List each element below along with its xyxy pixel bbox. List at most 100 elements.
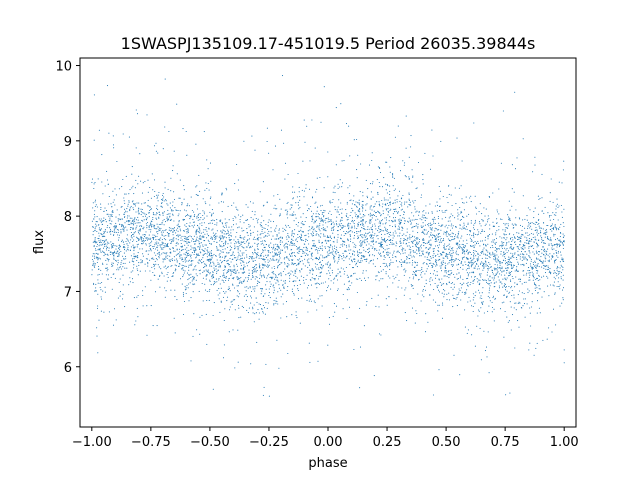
data-point xyxy=(452,233,454,235)
data-point xyxy=(226,260,228,262)
data-point xyxy=(299,195,301,198)
data-point xyxy=(562,247,564,250)
data-point xyxy=(260,293,262,295)
data-point xyxy=(561,211,563,213)
data-point xyxy=(295,239,297,241)
data-point xyxy=(254,259,256,262)
data-point xyxy=(106,263,108,265)
data-point xyxy=(341,258,343,260)
data-point xyxy=(272,276,274,278)
data-point xyxy=(218,249,220,251)
data-point xyxy=(558,205,560,207)
data-point xyxy=(290,273,292,275)
data-point xyxy=(301,230,303,232)
data-point xyxy=(276,234,278,236)
data-point xyxy=(164,243,166,245)
data-point xyxy=(470,222,472,224)
data-point xyxy=(482,303,484,305)
data-point xyxy=(377,191,379,193)
data-point xyxy=(392,173,394,175)
data-point xyxy=(327,285,330,287)
data-point xyxy=(108,247,110,249)
data-point xyxy=(230,255,232,257)
data-point xyxy=(539,227,541,229)
data-point xyxy=(172,165,174,167)
data-point xyxy=(199,237,201,239)
data-point xyxy=(161,233,163,235)
data-point xyxy=(171,258,173,260)
data-point xyxy=(543,242,545,245)
data-point xyxy=(283,142,285,144)
data-point xyxy=(163,258,165,260)
data-point xyxy=(506,251,508,254)
data-point xyxy=(450,213,452,215)
data-point xyxy=(188,300,190,302)
data-point xyxy=(393,211,396,213)
data-point xyxy=(182,269,184,271)
data-point xyxy=(150,222,152,224)
data-point xyxy=(355,262,358,264)
data-point xyxy=(225,276,228,278)
data-point xyxy=(431,212,433,214)
data-point xyxy=(122,178,124,181)
data-point xyxy=(324,210,326,212)
data-point xyxy=(375,235,378,237)
data-point xyxy=(416,210,418,212)
data-point xyxy=(169,248,171,250)
data-point xyxy=(199,230,201,232)
data-point xyxy=(108,311,110,313)
data-point xyxy=(359,209,361,211)
data-point xyxy=(406,256,408,258)
data-point xyxy=(553,272,555,274)
data-point xyxy=(482,279,484,281)
data-point xyxy=(527,227,529,229)
data-point xyxy=(320,254,322,256)
data-point xyxy=(551,223,553,225)
data-point xyxy=(352,252,354,255)
data-point xyxy=(298,230,300,232)
data-point xyxy=(373,234,375,237)
data-point xyxy=(170,218,172,220)
data-point xyxy=(443,231,445,233)
data-point xyxy=(242,254,244,256)
data-point xyxy=(102,247,105,249)
data-point xyxy=(362,195,364,197)
data-point xyxy=(416,218,418,221)
data-point xyxy=(353,232,356,234)
data-point xyxy=(225,291,227,293)
data-point xyxy=(136,222,138,224)
data-point xyxy=(223,229,225,232)
data-point xyxy=(458,291,460,293)
data-point xyxy=(300,229,302,231)
data-point xyxy=(477,240,479,242)
data-point xyxy=(190,196,192,198)
data-point xyxy=(340,267,342,269)
data-point xyxy=(469,231,471,233)
data-point xyxy=(439,252,441,255)
data-point xyxy=(214,236,217,238)
data-point xyxy=(433,270,435,272)
data-point xyxy=(528,290,530,292)
data-point xyxy=(139,270,141,272)
data-point xyxy=(440,140,442,142)
data-point xyxy=(100,203,102,205)
data-point xyxy=(135,255,137,257)
data-point xyxy=(444,243,446,245)
data-point xyxy=(235,206,237,208)
data-point xyxy=(209,222,211,224)
data-point xyxy=(186,253,189,255)
data-point xyxy=(508,200,510,202)
data-point xyxy=(329,274,331,277)
data-point xyxy=(502,229,504,231)
data-point xyxy=(319,176,321,179)
data-point xyxy=(541,276,543,278)
data-point xyxy=(542,262,544,264)
data-point xyxy=(480,307,482,309)
data-point xyxy=(532,171,534,173)
data-point xyxy=(344,250,346,252)
data-point xyxy=(389,277,391,279)
data-point xyxy=(96,307,99,309)
data-point xyxy=(120,206,122,208)
data-point xyxy=(406,320,408,322)
data-point xyxy=(192,221,194,223)
